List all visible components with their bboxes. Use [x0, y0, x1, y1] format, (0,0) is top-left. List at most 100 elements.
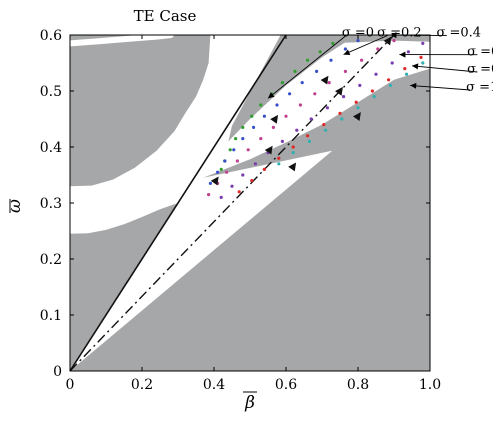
series-0-point-12: [331, 41, 335, 46]
annotation-arrowhead-5: [410, 82, 417, 89]
series-3-point-6: [295, 128, 299, 132]
series-3-point-11: [374, 72, 378, 76]
series-2-point-12: [360, 58, 364, 62]
series-1-point-10: [315, 69, 319, 73]
series-4-point-2: [262, 167, 266, 171]
direction-arrows: [210, 36, 392, 186]
y-tick-label-4: 0.4: [40, 140, 62, 156]
series-3-point-12: [390, 61, 394, 65]
series-1-point-7: [275, 103, 279, 107]
x-axis-label-text: β: [244, 393, 255, 413]
series-0-point-4: [241, 125, 245, 129]
shaded-region-0: [70, 35, 211, 187]
y-tick-label-1: 0.1: [40, 308, 62, 324]
arrow-marker-7: [353, 112, 361, 121]
x-tick-label-0: 0: [66, 377, 75, 393]
series-3-point-13: [406, 50, 410, 54]
annotation-arrowhead-0: [268, 92, 275, 99]
annotation-leader-0: [267, 35, 347, 99]
series-3-point-10: [358, 83, 362, 87]
series-5-point-7: [388, 83, 392, 87]
series-3-point-2: [241, 173, 245, 177]
annotation-arrowhead-4: [412, 63, 419, 70]
annotation-arrowhead-2: [390, 32, 397, 39]
series-2-point-3: [235, 159, 239, 163]
series-5-point-9: [421, 61, 425, 65]
series-5-point-2: [307, 139, 311, 143]
series-1-point-1: [216, 170, 220, 174]
series-1-point-3: [232, 148, 236, 152]
series-1-point-13: [356, 39, 360, 43]
data-points: [207, 39, 425, 199]
series-5-point-8: [405, 72, 409, 76]
boundary-line-solid: [69, 34, 287, 372]
series-1-point-2: [223, 159, 227, 163]
arrow-marker-1: [320, 75, 329, 85]
series-4-point-12: [419, 55, 423, 60]
series-2-point-2: [225, 170, 229, 174]
series-0-point-2: [228, 148, 232, 152]
annotation-leader-4: [411, 65, 478, 73]
white-arc-0: [67, 32, 174, 47]
series-1-point-11: [329, 58, 333, 62]
x-tick-label-3: 0.6: [275, 377, 297, 393]
arrow-marker-6: [288, 162, 297, 172]
white-arcs: [67, 32, 174, 47]
annotation-leader-5: [410, 84, 471, 91]
series-2-point-5: [259, 137, 263, 141]
shaded-region-4: [228, 35, 358, 142]
series-5-point-6: [372, 95, 376, 99]
series-2-point-10: [327, 81, 331, 85]
annotation-arrowhead-3: [399, 51, 406, 58]
annotation-leader-1: [343, 35, 388, 56]
series-2-point-8: [298, 103, 302, 107]
series-4-point-6: [322, 123, 326, 127]
x-tick-label-4: 0.8: [347, 377, 369, 393]
series-1-point-12: [343, 47, 347, 51]
series-1-point-6: [262, 114, 266, 118]
series-4-point-4: [291, 145, 295, 149]
annotations: σ =0σ =0.2 σ =0.4 σ =0.6 σ =0.8 σ =1: [267, 26, 493, 99]
axes: 0 0.2 0.4 0.6 0.8 1.0 0 0.1 0.2 0.3 0.4 0.5 0.6: [40, 28, 441, 393]
series-1-point-8: [288, 92, 292, 96]
series-1-point-9: [300, 81, 304, 85]
series-2-point-0: [207, 193, 211, 197]
series-5-point-4: [340, 117, 344, 121]
series-4-point-11: [403, 67, 407, 71]
series-0-point-8: [280, 81, 284, 85]
series-1-point-5: [252, 125, 256, 129]
y-axis-label-text: ω: [5, 199, 25, 213]
series-0-point-0: [219, 167, 223, 171]
y-tick-label-3: 0.3: [40, 196, 62, 212]
annotation-label-5: σ =1: [466, 80, 493, 95]
series-3-point-0: [219, 195, 223, 199]
series-0-point-5: [250, 114, 254, 118]
series-1-point-0: [208, 181, 212, 185]
series-3-point-8: [325, 106, 329, 110]
annotation-label-0: σ =0: [342, 26, 374, 41]
series-4-point-9: [370, 89, 374, 93]
arrow-marker-2: [210, 176, 219, 186]
y-tick-label-5: 0.5: [40, 84, 62, 100]
series-0-point-9: [293, 69, 297, 73]
series-3-point-9: [342, 95, 346, 99]
series-2-point-11: [343, 69, 347, 73]
arrow-marker-3: [264, 145, 273, 155]
arrow-marker-0: [270, 114, 279, 124]
series-5-point-0: [277, 162, 281, 166]
x-tick-label-5: 1.0: [419, 377, 441, 393]
series-2-point-6: [271, 125, 275, 129]
series-3-point-3: [253, 162, 257, 166]
series-5-point-3: [324, 128, 328, 132]
x-axis-label: β: [243, 391, 257, 413]
shaded-regions: [70, 35, 430, 371]
series-3-point-14: [421, 41, 425, 46]
series-2-point-7: [284, 114, 288, 118]
series-2-point-9: [313, 92, 317, 96]
series-0-point-11: [318, 50, 322, 54]
series-4-point-8: [354, 100, 358, 104]
series-2-point-4: [246, 148, 250, 152]
series-0-point-10: [306, 58, 310, 62]
series-0-point-6: [259, 103, 263, 107]
